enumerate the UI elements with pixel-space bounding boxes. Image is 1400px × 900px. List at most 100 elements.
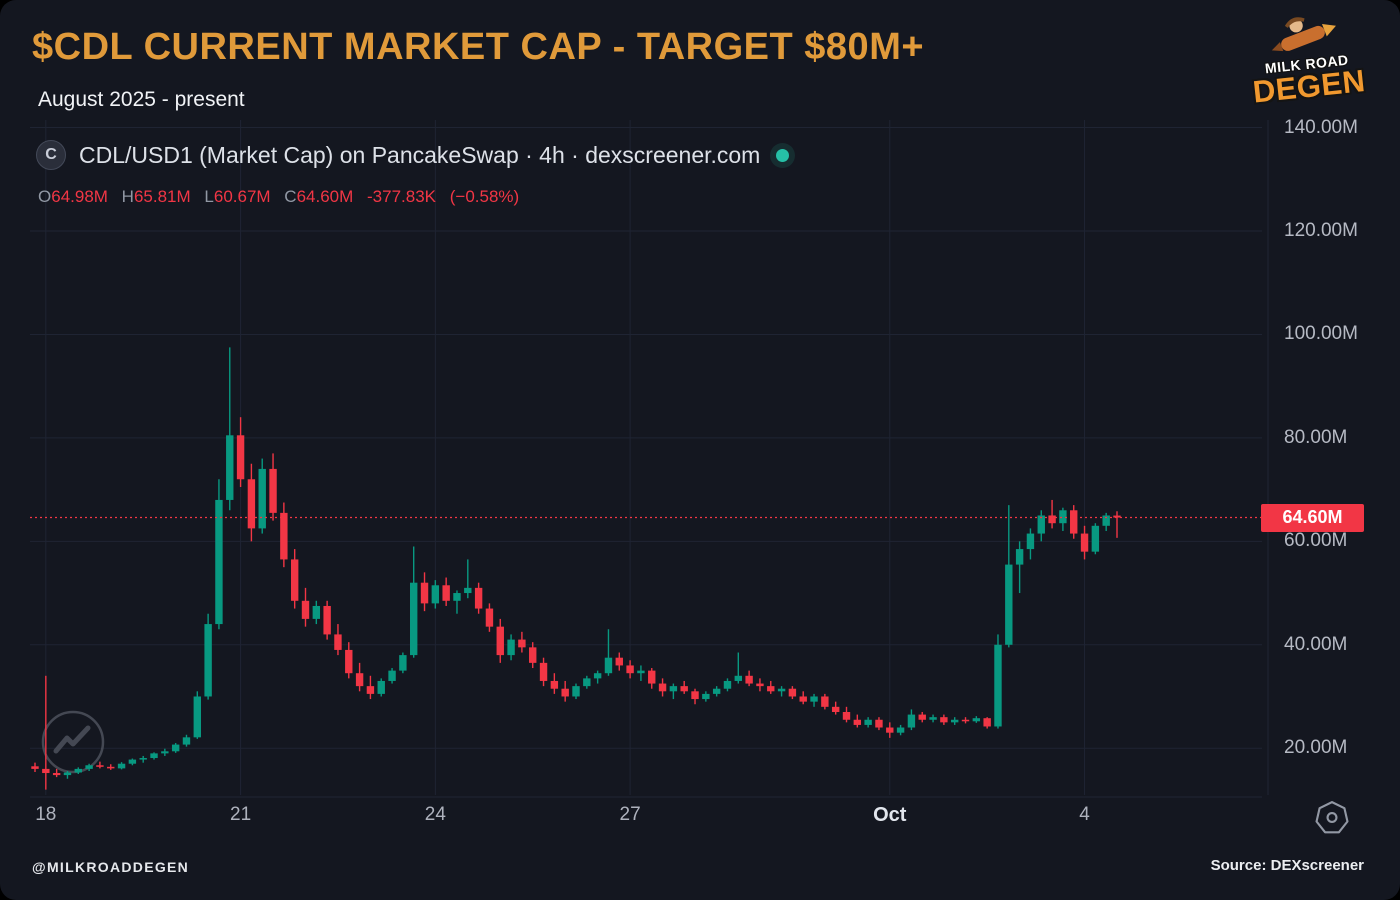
candle [1037,510,1045,542]
candle [236,417,245,488]
candle [799,691,807,705]
candle [886,722,894,738]
candle [474,582,483,614]
candle [983,717,991,729]
chart-settings-icon[interactable] [1314,800,1350,836]
candle [518,631,526,653]
candle [366,675,375,700]
candle [951,717,959,725]
ohlc-close-label: C [284,187,297,206]
ohlc-open-label: O [38,187,52,206]
candle [464,559,472,599]
candle [875,717,883,731]
candle [669,683,678,700]
candle [788,686,797,700]
ohlc-close-value: 64.60M [296,187,354,206]
last-price-label: 64.60M [1261,503,1364,532]
ohlc-high-value: 65.81M [133,187,191,206]
candle [420,572,429,612]
candle [561,680,569,702]
candle [226,347,234,511]
candle [994,634,1002,729]
candle [756,678,764,692]
candle [31,762,39,772]
candle [767,680,775,694]
token-icon: C [36,140,66,170]
candle [85,763,93,771]
candle [1070,505,1078,539]
candle [712,686,721,697]
candle [204,613,212,700]
price-axis-label: 120.00M [1284,220,1358,241]
candle [107,764,115,770]
price-axis[interactable]: 140.00M 120.00M 100.00M 80.00M 60.00M 40.00M 2… [1280,0,1398,900]
candle [972,716,981,723]
candles [31,347,1121,790]
candle [853,714,862,728]
candle [431,580,440,609]
candle [896,724,905,736]
candle [907,709,916,731]
candle [680,680,688,694]
chart-header: C CDL/USD1 (Market Cap) on PancakeSwap ·… [36,140,790,170]
candle [442,577,450,606]
tradingview-watermark-icon[interactable] [41,710,105,774]
candle [182,734,191,747]
candle [323,600,331,640]
candle [940,714,948,725]
gridlines [30,120,1269,798]
candle [507,634,515,661]
candle [52,768,61,778]
candle [139,755,147,763]
ohlc-low-label: L [204,187,214,206]
price-axis-label: 140.00M [1284,116,1358,138]
chart-symbol-title: CDL/USD1 (Market Cap) on PancakeSwap · 4… [79,141,761,168]
candle [117,762,126,770]
ohlc-low-value: 60.67M [213,187,271,206]
candle [918,711,926,723]
page-title: $CDL CURRENT MARKET CAP - TARGET $80M+ [32,26,925,68]
candle [929,714,937,723]
candle [604,629,613,676]
cowboy-rocket-illustration [1271,17,1336,52]
candle [96,761,104,769]
candle [171,743,180,753]
candle [161,748,169,756]
candle [637,665,645,681]
price-axis-label: 60.00M [1284,530,1348,552]
candle [572,683,580,700]
candle [377,678,385,697]
price-axis-label: 100.00M [1284,323,1358,345]
candle [63,770,72,779]
footer-source: Source: DEXscreener [1210,857,1364,874]
candle [453,590,461,614]
candle [702,691,710,702]
candle [1026,528,1035,560]
candle [810,693,818,707]
candle [1015,541,1024,594]
candle [734,652,742,684]
candle [583,675,591,689]
candle [215,479,223,630]
ohlc-row: O64.98M H65.81M L60.67M C64.60M -377.83K… [38,187,528,207]
candle [334,624,342,656]
candle [961,717,970,724]
candle [745,670,753,687]
candle [150,752,158,760]
candle [355,662,364,692]
candle [529,642,537,669]
candle [269,453,277,521]
candle [539,657,548,687]
page-subtitle: August 2025 - present [38,88,245,111]
candle [247,463,256,542]
ohlc-change-abs: -377.83K [367,187,437,206]
footer-handle: @MILKROADDEGEN [32,859,190,875]
candle [821,693,829,710]
candle [128,758,137,766]
candle [777,686,786,697]
candle [615,652,623,671]
candle [1048,499,1056,529]
candle [388,668,396,684]
